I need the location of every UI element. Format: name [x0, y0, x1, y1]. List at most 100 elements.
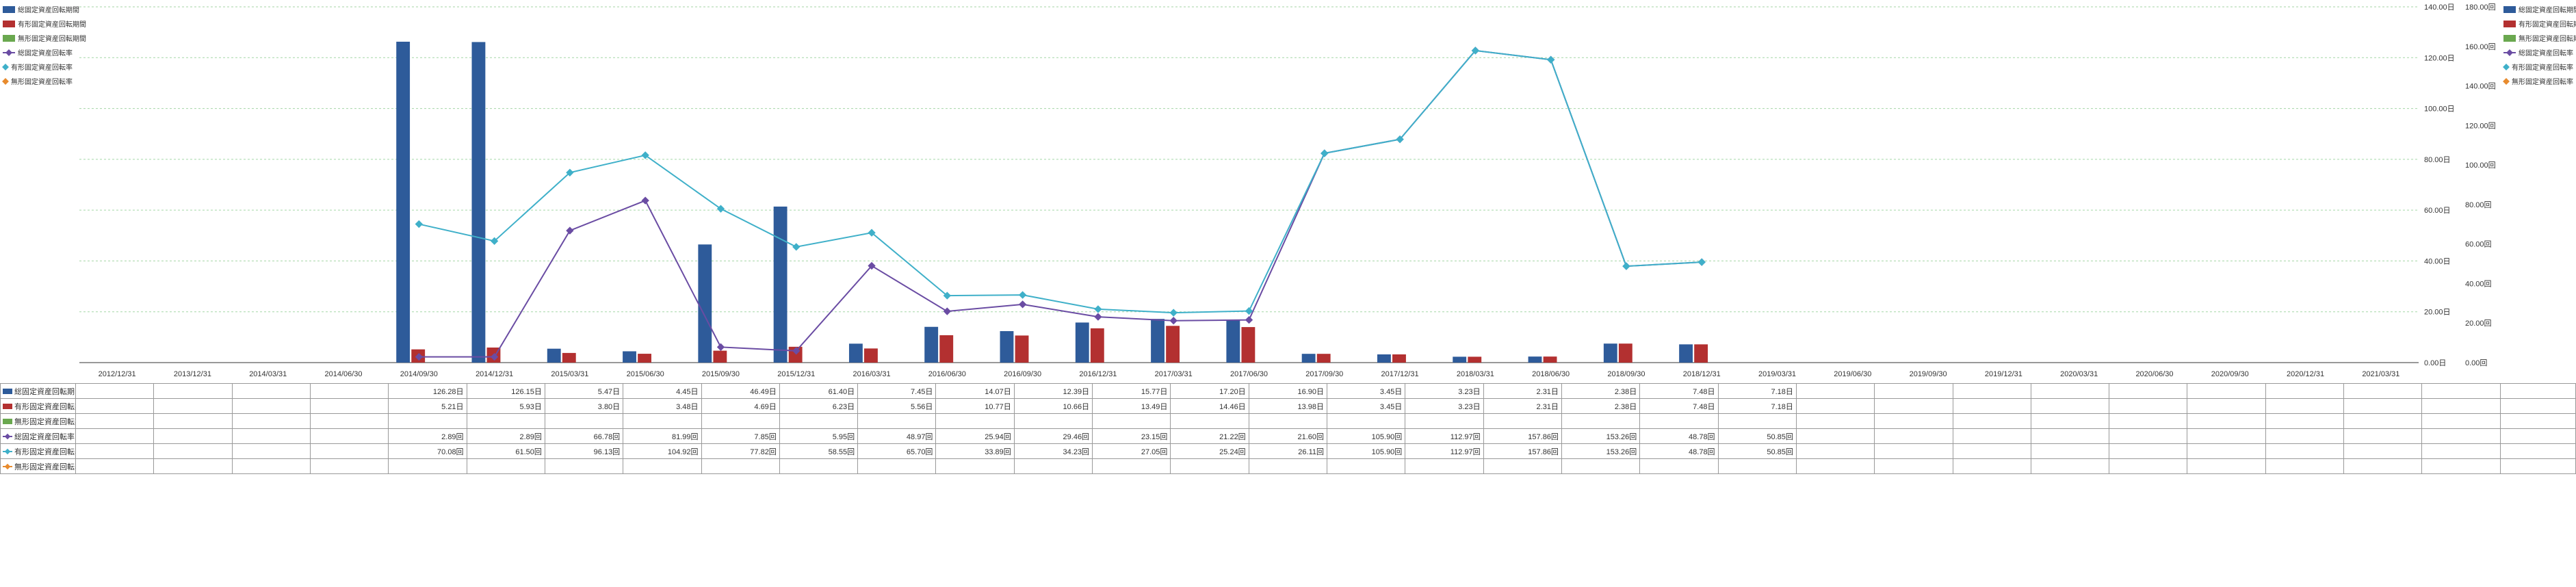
table-cell: [1953, 429, 2031, 444]
svg-text:2014/09/30: 2014/09/30: [400, 370, 438, 378]
svg-text:80.00回: 80.00回: [2465, 200, 2492, 209]
bar: [1151, 319, 1165, 363]
table-cell: 3.23日: [1405, 384, 1483, 399]
table-cell: [779, 459, 857, 474]
bar: [924, 327, 938, 363]
svg-text:140.00回: 140.00回: [2465, 82, 2496, 91]
table-cell: [2344, 459, 2422, 474]
table-cell: [2265, 399, 2343, 414]
svg-text:2017/09/30: 2017/09/30: [1305, 370, 1343, 378]
table-cell: [1953, 414, 2031, 429]
table-cell: [310, 429, 388, 444]
legend-right: 総固定資産回転期間有形固定資産回転期間無形固定資産回転期間総固定資産回転率有形固…: [2501, 0, 2576, 383]
table-cell: 3.80日: [545, 399, 623, 414]
table-cell: [2422, 429, 2501, 444]
marker: [1170, 317, 1178, 324]
table-cell: [1718, 459, 1796, 474]
table-cell: [1875, 399, 1953, 414]
svg-text:2021/03/31: 2021/03/31: [2362, 370, 2399, 378]
svg-text:2017/12/31: 2017/12/31: [1381, 370, 1419, 378]
table-cell: [1875, 429, 1953, 444]
table-cell: 23.15回: [1093, 429, 1171, 444]
table-cell: 33.89回: [936, 444, 1014, 459]
table-cell: [623, 459, 701, 474]
table-cell: [232, 444, 310, 459]
table-cell: 7.48日: [1640, 384, 1718, 399]
svg-text:180.00回: 180.00回: [2465, 3, 2496, 12]
svg-text:2012/12/31: 2012/12/31: [99, 370, 136, 378]
table-cell: 2.89回: [389, 429, 467, 444]
table-cell: [1640, 459, 1718, 474]
table-cell: [2031, 414, 2109, 429]
data-table: 総固定資産回転期間126.28日126.15日5.47日4.45日46.49日6…: [0, 383, 2576, 474]
svg-text:0.00日: 0.00日: [2424, 359, 2446, 367]
table-cell: 4.69日: [701, 399, 779, 414]
table-cell: 66.78回: [545, 429, 623, 444]
table-cell: [1796, 399, 1874, 414]
table-cell: 153.26回: [1561, 429, 1639, 444]
svg-text:2020/06/30: 2020/06/30: [2135, 370, 2173, 378]
table-row: 有形固定資産回転率70.08回61.50回96.13回104.92回77.82回…: [1, 444, 2576, 459]
table-cell: [2265, 429, 2343, 444]
bar: [562, 353, 576, 363]
svg-text:2020/12/31: 2020/12/31: [2287, 370, 2324, 378]
table-cell: 5.56日: [858, 399, 936, 414]
table-cell: 3.48日: [623, 399, 701, 414]
bar: [1302, 354, 1316, 363]
marker: [1094, 313, 1102, 320]
table-cell: [1953, 399, 2031, 414]
table-cell: [154, 414, 232, 429]
table-cell: 153.26回: [1561, 444, 1639, 459]
table-cell: [76, 459, 154, 474]
svg-text:20.00回: 20.00回: [2465, 319, 2492, 328]
table-cell: [1953, 459, 2031, 474]
legend-left: 総固定資産回転期間有形固定資産回転期間無形固定資産回転期間総固定資産回転率有形固…: [0, 0, 75, 383]
table-cell: [858, 459, 936, 474]
table-cell: 112.97回: [1405, 444, 1483, 459]
table-cell: [467, 414, 545, 429]
table-cell: [310, 414, 388, 429]
table-cell: 10.66日: [1014, 399, 1092, 414]
bar: [1679, 344, 1693, 363]
table-cell: [1875, 444, 1953, 459]
legend-item: 無形固定資産回転期間: [3, 33, 73, 43]
bar: [939, 335, 953, 363]
marker: [415, 220, 423, 228]
table-row: 有形固定資産回転期間5.21日5.93日3.80日3.48日4.69日6.23日…: [1, 399, 2576, 414]
table-cell: [2265, 444, 2343, 459]
table-cell: [779, 414, 857, 429]
svg-text:2015/06/30: 2015/06/30: [627, 370, 664, 378]
svg-text:40.00回: 40.00回: [2465, 279, 2492, 288]
table-cell: 105.90回: [1327, 444, 1405, 459]
table-cell: [2187, 429, 2265, 444]
table-cell: [1796, 459, 1874, 474]
bar: [1317, 354, 1331, 363]
table-cell: 34.23回: [1014, 444, 1092, 459]
table-cell: 14.07日: [936, 384, 1014, 399]
table-cell: [2344, 429, 2422, 444]
table-cell: [310, 399, 388, 414]
table-cell: 58.55回: [779, 444, 857, 459]
bar: [1604, 343, 1617, 363]
marker: [1622, 262, 1630, 270]
table-cell: 48.78回: [1640, 444, 1718, 459]
table-cell: [545, 414, 623, 429]
svg-text:2015/03/31: 2015/03/31: [551, 370, 588, 378]
marker: [1698, 258, 1706, 265]
table-cell: 5.21日: [389, 399, 467, 414]
bar: [1453, 356, 1466, 363]
table-cell: [1561, 414, 1639, 429]
table-cell: 77.82回: [701, 444, 779, 459]
table-cell: [1249, 414, 1327, 429]
table-cell: 27.05回: [1093, 444, 1171, 459]
bar: [1377, 354, 1391, 363]
table-cell: [232, 459, 310, 474]
table-cell: 157.86回: [1483, 444, 1561, 459]
table-cell: 104.92回: [623, 444, 701, 459]
marker: [1547, 56, 1554, 64]
marker: [1320, 149, 1328, 157]
marker: [944, 307, 951, 315]
table-cell: [2344, 414, 2422, 429]
bar: [864, 348, 878, 363]
table-cell: [467, 459, 545, 474]
